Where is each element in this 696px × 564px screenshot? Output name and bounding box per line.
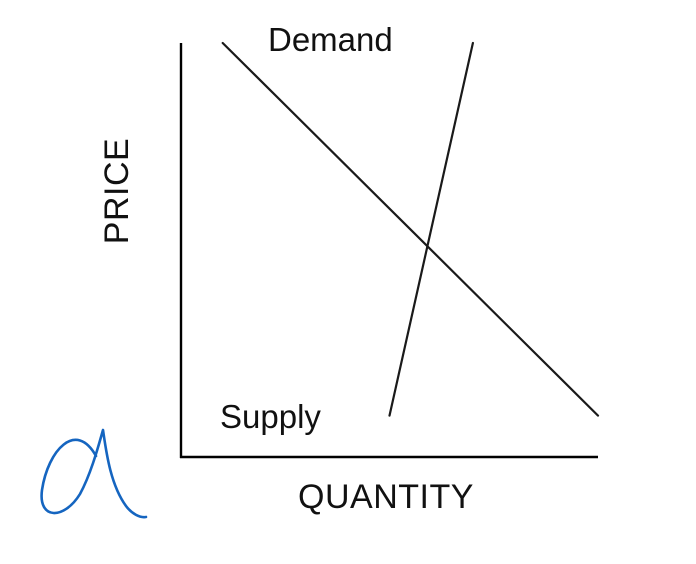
supply-curve bbox=[388, 41, 474, 417]
y-axis-title: PRICE bbox=[98, 138, 136, 244]
demand-curve-label: Demand bbox=[268, 21, 393, 58]
handwritten-letter-a bbox=[40, 428, 148, 519]
series-layer bbox=[221, 41, 600, 417]
supply-curve-label: Supply bbox=[220, 398, 321, 435]
demand-curve bbox=[221, 41, 600, 417]
x-axis-title: QUANTITY bbox=[298, 478, 474, 516]
